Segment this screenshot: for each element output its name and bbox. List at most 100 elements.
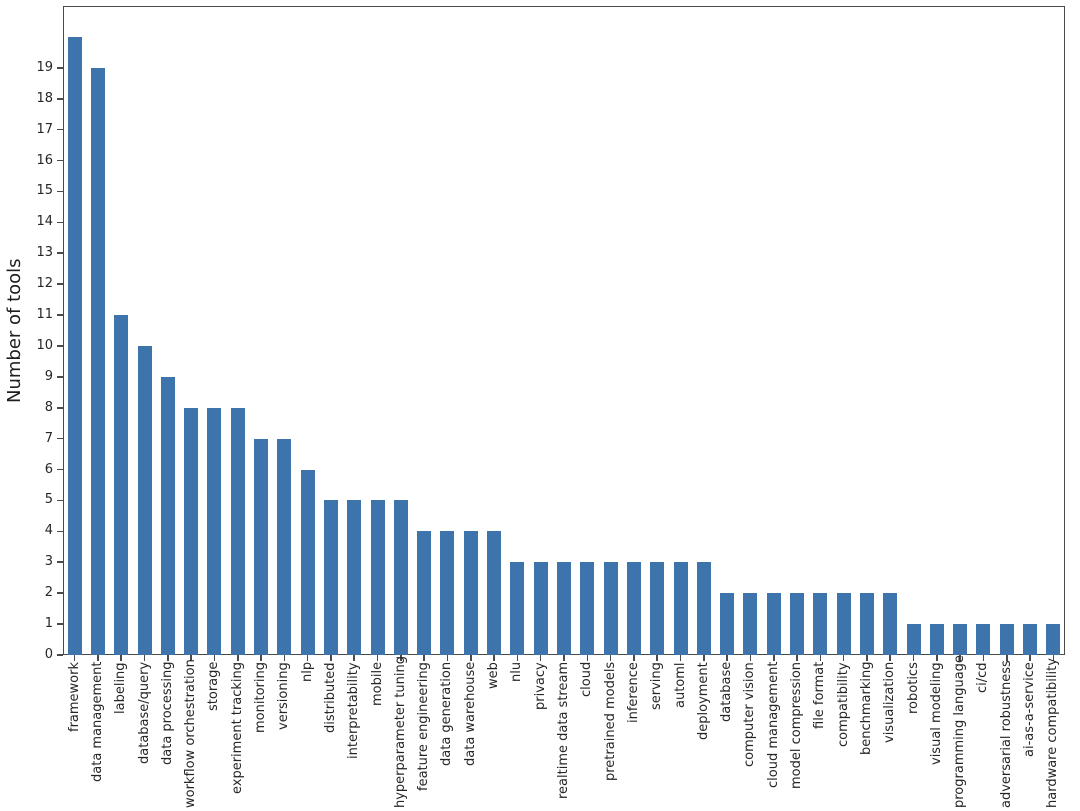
- ytick-label: 6: [44, 461, 53, 477]
- xtick-label: serving: [649, 662, 665, 710]
- ytick-label: 4: [44, 523, 53, 539]
- xtick-label: compatibility: [835, 662, 851, 747]
- xtick-label: deployment: [695, 662, 711, 740]
- bar-nlp: [300, 469, 315, 655]
- bar-framework: [67, 36, 82, 655]
- bar-deployment: [696, 562, 711, 655]
- xtick-label: nlp: [299, 662, 315, 683]
- xtick-label: labeling: [113, 662, 129, 714]
- bar-labeling: [114, 315, 129, 655]
- bar-adversarial-robustness: [999, 624, 1014, 655]
- bar-privacy: [533, 562, 548, 655]
- bar-data-warehouse: [463, 531, 478, 655]
- xtick-mark: [912, 655, 915, 661]
- bar-feature-engineering: [417, 531, 432, 655]
- xtick-label: pretrained models: [602, 662, 618, 782]
- bar-interpretability: [347, 500, 362, 655]
- ytick-label: 17: [36, 121, 53, 137]
- xtick-mark: [190, 655, 192, 661]
- ytick-mark: [57, 190, 63, 193]
- bar-database: [720, 593, 735, 655]
- ytick-label: 19: [36, 59, 53, 75]
- xtick-mark: [306, 655, 309, 661]
- xtick-mark: [1052, 655, 1055, 661]
- xtick-label: framework: [66, 662, 82, 733]
- xtick-label: distributed: [322, 662, 338, 733]
- xtick-mark: [330, 655, 332, 661]
- ytick-label: 3: [44, 554, 53, 570]
- bar-cloud: [580, 562, 595, 655]
- xtick-mark: [353, 655, 356, 661]
- xtick-mark: [539, 655, 542, 661]
- bar-data-generation: [440, 531, 455, 655]
- xtick-label: data warehouse: [462, 662, 478, 767]
- bar-realtime-data-stream: [557, 562, 571, 655]
- xtick-label: file format: [812, 662, 828, 730]
- xtick-label: robotics: [905, 662, 921, 714]
- xtick-label: model compression: [789, 662, 805, 790]
- plot-area: [63, 6, 1065, 655]
- xtick-mark: [1029, 655, 1031, 661]
- xtick-mark: [97, 655, 99, 661]
- ytick-label: 7: [44, 430, 53, 446]
- xtick-mark: [936, 655, 938, 661]
- xtick-label: inference: [625, 662, 641, 723]
- xtick-label: interpretability: [346, 662, 362, 759]
- xtick-mark: [633, 655, 635, 661]
- xtick-label: cloud management: [765, 662, 781, 789]
- xtick-label: ai-as-a-service: [1022, 662, 1038, 757]
- bar-workflow-orchestration: [184, 407, 199, 655]
- bar-visual-modeling: [929, 624, 944, 655]
- ytick-mark: [57, 376, 63, 378]
- xtick-mark: [749, 655, 752, 661]
- xtick-label: benchmarking: [858, 662, 874, 756]
- ytick-label: 15: [36, 183, 53, 199]
- bar-visualization: [883, 593, 898, 655]
- xtick-mark: [283, 655, 286, 661]
- xtick-mark: [167, 655, 169, 661]
- xtick-mark: [586, 655, 589, 661]
- ytick-mark: [57, 97, 63, 100]
- xtick-label: monitoring: [253, 662, 269, 733]
- bar-data-management: [90, 67, 105, 655]
- xtick-mark: [563, 655, 565, 661]
- xtick-label: storage: [206, 662, 222, 712]
- xtick-mark: [376, 655, 379, 661]
- bar-pretrained-models: [603, 562, 618, 655]
- bar-ci-cd: [976, 624, 991, 655]
- ytick-mark: [57, 159, 63, 162]
- xtick-mark: [656, 655, 658, 661]
- ytick-label: 12: [36, 276, 53, 292]
- ytick-mark: [57, 499, 63, 502]
- xtick-label: cloud: [579, 662, 595, 698]
- bar-file-format: [813, 593, 828, 655]
- ytick-mark: [57, 283, 63, 285]
- xtick-mark: [493, 655, 495, 661]
- bar-hardware-compatibility: [1046, 624, 1061, 655]
- xtick-mark: [260, 655, 262, 661]
- xtick-mark: [516, 655, 519, 661]
- ytick-label: 5: [44, 492, 53, 508]
- bar-compatibility: [836, 593, 851, 655]
- xtick-mark: [959, 655, 961, 661]
- xtick-mark: [469, 655, 472, 661]
- ytick-mark: [57, 530, 63, 533]
- bar-serving: [650, 562, 665, 655]
- xtick-mark: [120, 655, 123, 661]
- ytick-label: 10: [36, 337, 53, 353]
- bar-cloud-management: [766, 593, 781, 655]
- xtick-label: hyperparameter tuning: [392, 656, 408, 808]
- xtick-mark: [889, 655, 892, 661]
- xtick-mark: [213, 655, 216, 661]
- ytick-mark: [57, 128, 63, 131]
- xtick-label: data management: [89, 662, 105, 783]
- xtick-label: data generation: [439, 662, 455, 767]
- ytick-mark: [57, 314, 63, 316]
- ytick-mark: [57, 437, 63, 440]
- xtick-mark: [772, 655, 775, 661]
- xtick-mark: [400, 655, 402, 661]
- xtick-mark: [1005, 655, 1008, 661]
- xtick-label: visualization: [882, 662, 898, 744]
- ytick-label: 14: [36, 214, 53, 230]
- bar-database-query: [137, 345, 152, 655]
